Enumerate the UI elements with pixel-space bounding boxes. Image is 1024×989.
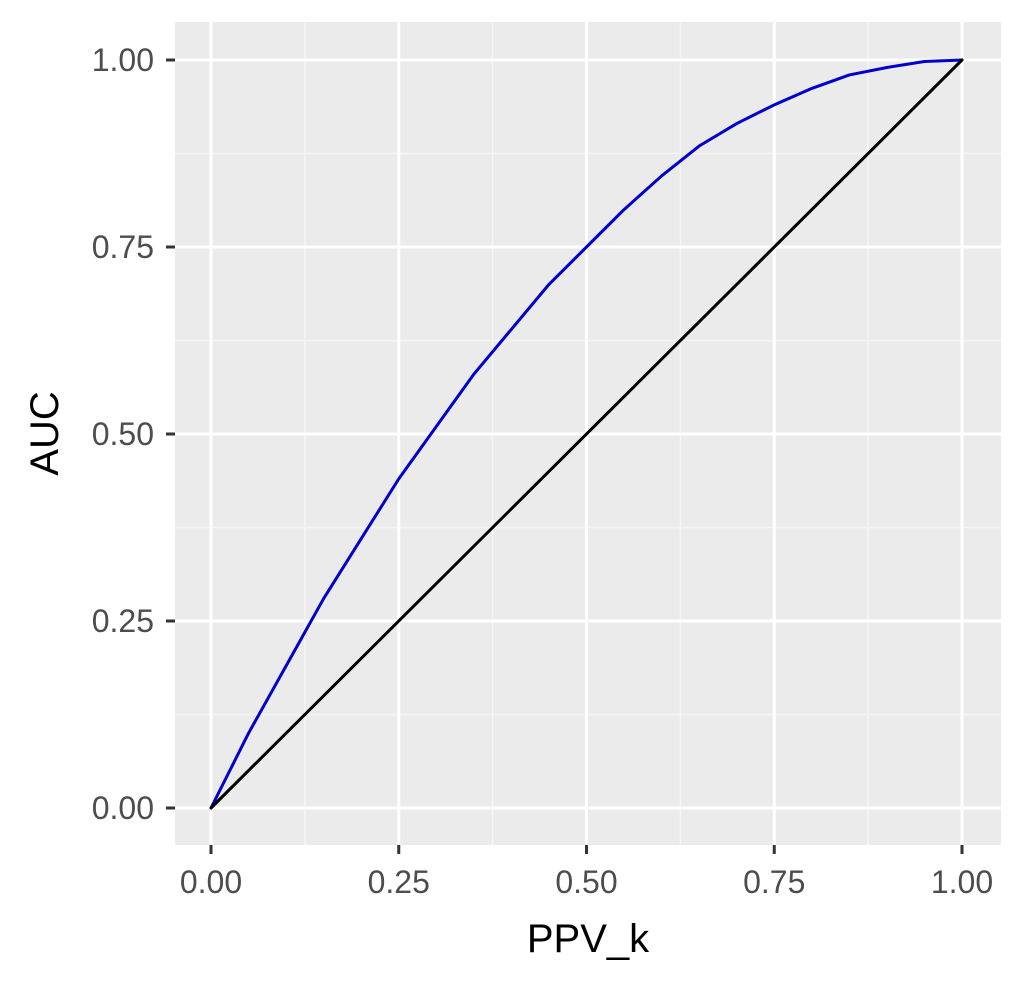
- y-tick-label: 1.00: [92, 42, 154, 78]
- x-tick-label: 0.25: [368, 864, 430, 900]
- y-tick-label: 0.75: [92, 229, 154, 265]
- x-tick-label: 1.00: [931, 864, 993, 900]
- y-tick-label: 0.00: [92, 790, 154, 826]
- x-tick-label: 0.50: [555, 864, 617, 900]
- y-tick-label: 0.25: [92, 603, 154, 639]
- y-tick-label: 0.50: [92, 416, 154, 452]
- series-line-diagonal: [209, 58, 964, 810]
- x-axis-ticks: 0.00 0.25 0.50 0.75 1.00: [180, 845, 993, 900]
- series-layer: [209, 58, 964, 810]
- x-axis-title: PPV_k: [527, 917, 650, 961]
- x-tick-label: 0.75: [743, 864, 805, 900]
- y-axis-ticks: 0.00 0.25 0.50 0.75 1.00: [92, 42, 175, 826]
- y-axis-title: AUC: [23, 391, 67, 475]
- x-tick-label: 0.00: [180, 864, 242, 900]
- series-line-curve: [209, 58, 964, 810]
